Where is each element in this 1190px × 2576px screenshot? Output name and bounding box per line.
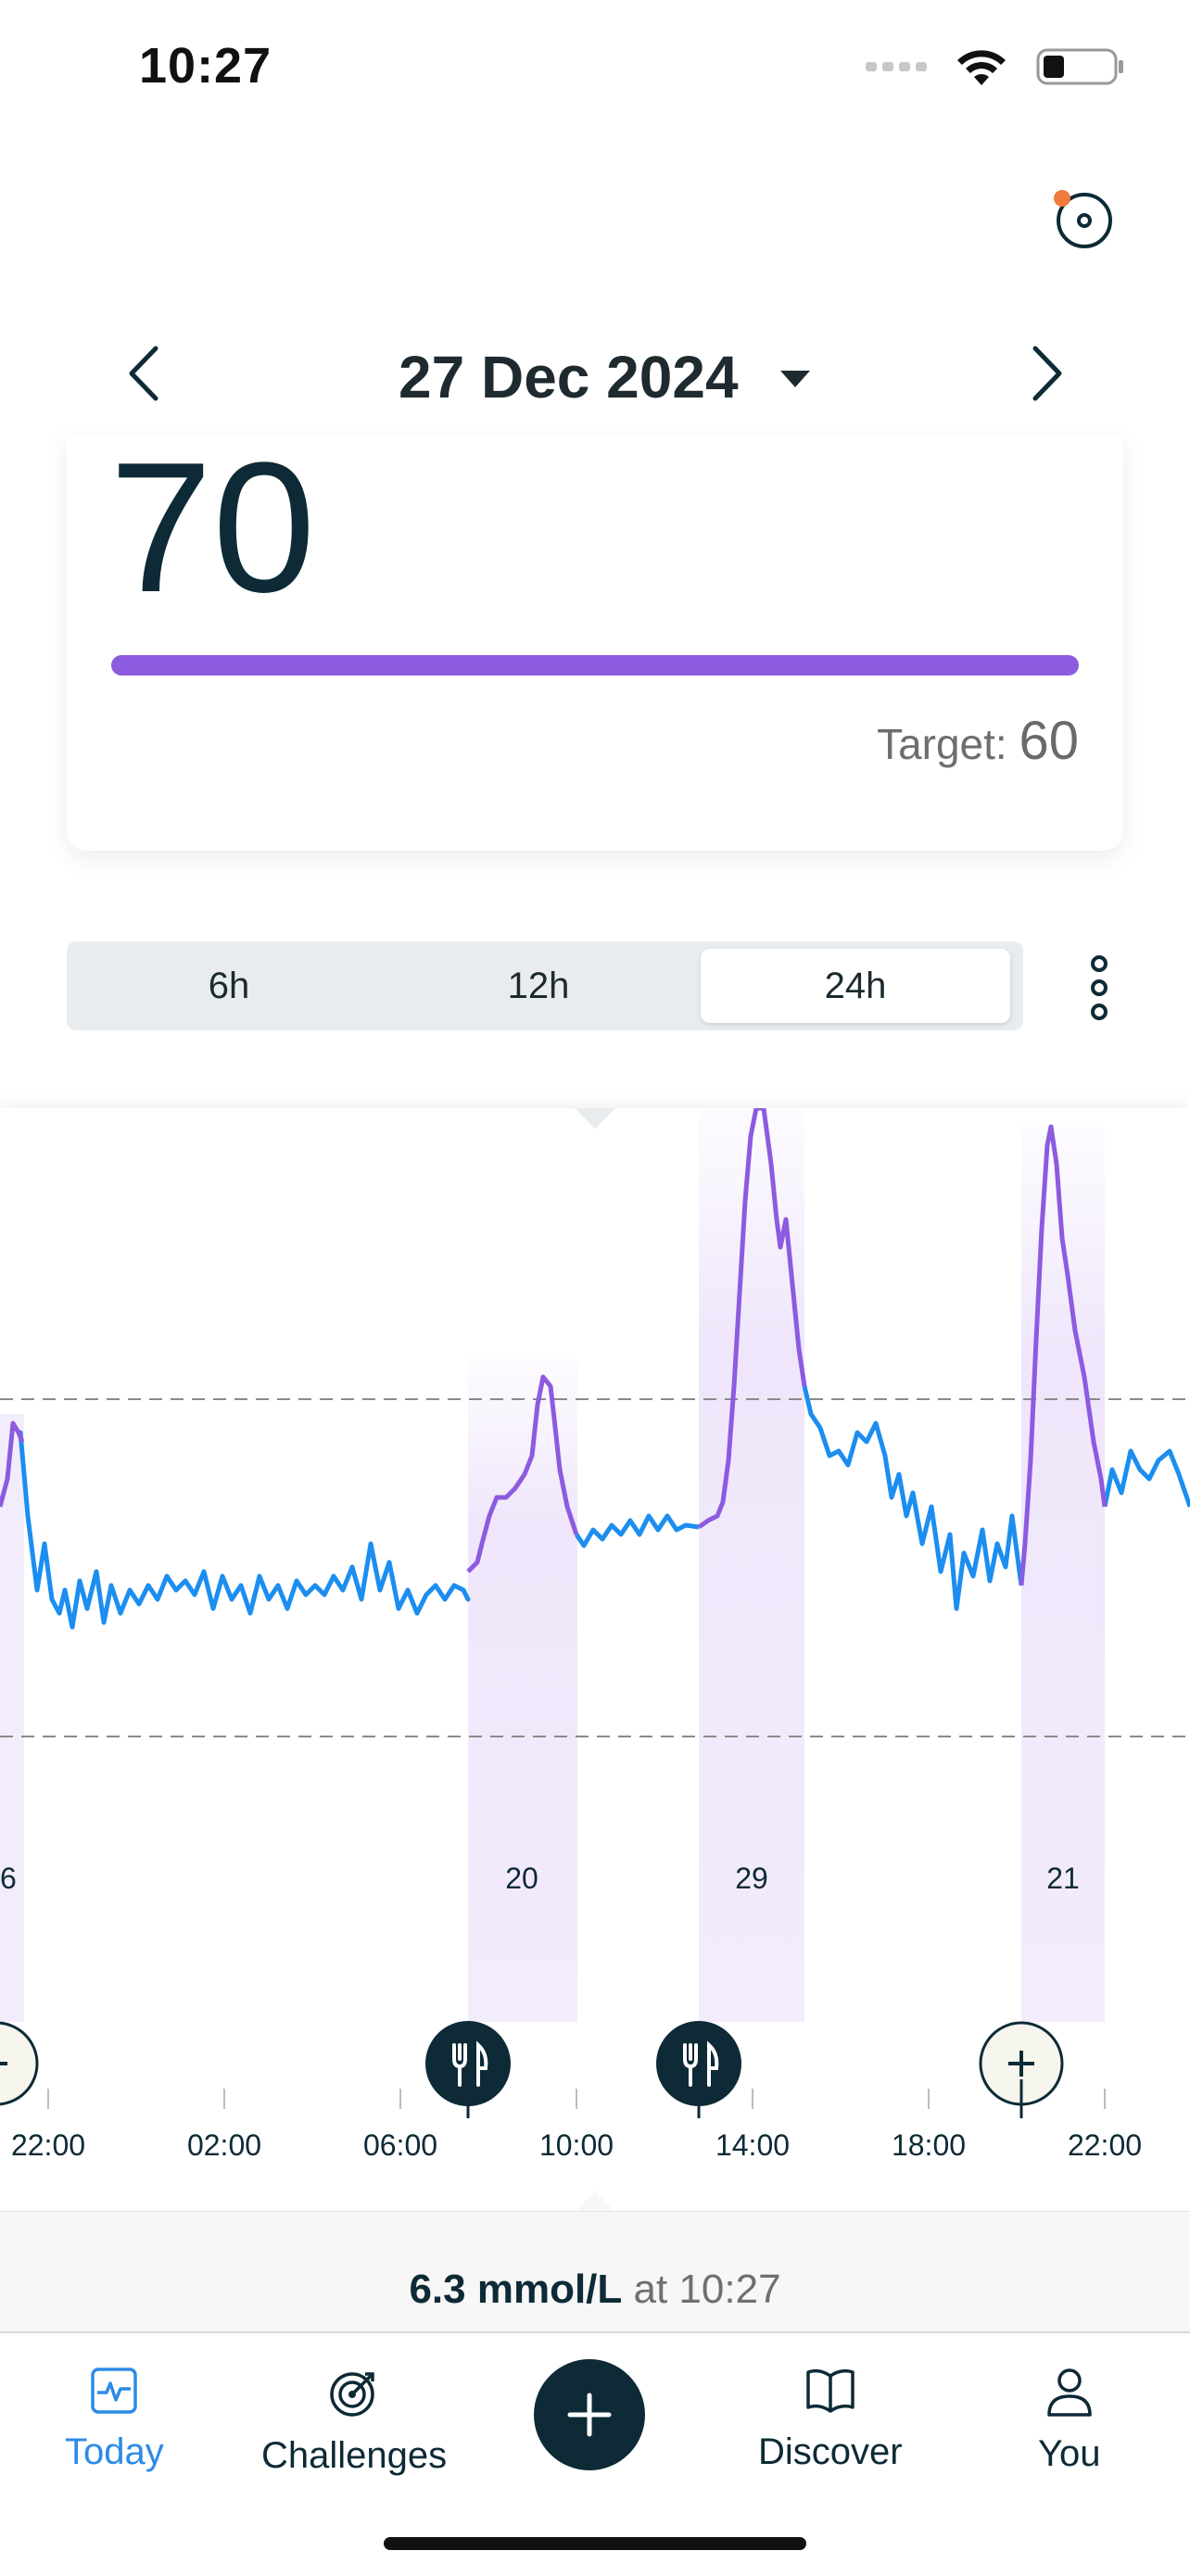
status-time: 10:27 <box>139 38 272 94</box>
meal-marker-button[interactable] <box>656 2021 741 2106</box>
range-12h-button[interactable]: 12h <box>507 965 570 1006</box>
spike-score: 21 <box>1046 1862 1080 1895</box>
time-label: 10:00 <box>539 2128 614 2162</box>
tab-you-label: You <box>1038 2433 1101 2474</box>
time-label: 22:00 <box>1068 2128 1142 2162</box>
tab-today-label: Today <box>65 2431 164 2472</box>
target-label: Target: <box>877 720 1007 768</box>
spike-band <box>0 1414 24 2022</box>
reading-value: 6.3 mmol/L <box>409 2267 623 2312</box>
wifi-icon <box>957 50 1006 85</box>
chevron-left-icon[interactable] <box>120 341 167 406</box>
range-selector: 6h 12h 24h <box>67 941 1023 1030</box>
spike-line <box>1019 1124 1108 1586</box>
spike-score: 29 <box>735 1862 768 1895</box>
cellular-signal-icon <box>866 62 927 71</box>
spike-band <box>1021 1127 1105 2022</box>
spike-line <box>466 1374 579 1573</box>
activity-icon <box>91 2368 138 2414</box>
tab-challenges-label: Challenges <box>261 2435 448 2476</box>
time-label: 02:00 <box>187 2128 261 2162</box>
cutlery-icon <box>452 2040 488 2087</box>
range-6h-button[interactable]: 6h <box>208 965 250 1006</box>
target-text: Target: 60 <box>877 710 1079 772</box>
spike-band <box>699 1108 804 2022</box>
plus-icon <box>567 2393 612 2437</box>
time-label: 14:00 <box>715 2128 790 2162</box>
meal-marker-button[interactable] <box>425 2021 511 2106</box>
glucose-line <box>18 1430 471 1630</box>
score-card <box>67 436 1123 851</box>
reading-time: at 10:27 <box>633 2267 781 2312</box>
spike-band <box>468 1358 577 2022</box>
date-label[interactable]: 27 Dec 2024 <box>399 344 739 410</box>
caret-down-icon[interactable] <box>779 369 812 389</box>
chevron-right-icon[interactable] <box>1024 341 1070 406</box>
range-24h-button[interactable]: 24h <box>701 949 1010 1023</box>
time-label: 18:00 <box>892 2128 966 2162</box>
score-progress-bar <box>111 655 1079 676</box>
person-icon <box>1047 2368 1092 2417</box>
tab-discover-label: Discover <box>758 2431 903 2472</box>
target-icon <box>330 2372 374 2417</box>
current-reading: 6.3 mmol/L at 10:27 <box>0 2267 1190 2313</box>
book-icon <box>806 2368 855 2413</box>
reading-panel <box>0 2211 1190 2332</box>
time-label: 06:00 <box>363 2128 437 2162</box>
score-value: 70 <box>109 424 316 631</box>
tab-challenges[interactable]: Challenges <box>261 2367 447 2477</box>
tab-today[interactable]: Today <box>65 2367 164 2473</box>
spike-score: 6 <box>0 1862 17 1895</box>
battery-icon <box>1036 48 1123 85</box>
add-marker-button[interactable] <box>0 2021 39 2106</box>
spike-line <box>0 1421 25 1508</box>
glucose-chart[interactable]: 6 20 29 21 <box>0 1108 1190 2211</box>
target-value: 60 <box>1019 711 1079 771</box>
spike-score: 20 <box>505 1862 538 1895</box>
status-icons <box>866 46 1125 87</box>
tab-you[interactable]: You <box>1038 2367 1101 2475</box>
glucose-chart-panel <box>0 1108 1190 2211</box>
add-button[interactable] <box>534 2359 645 2470</box>
tab-discover[interactable]: Discover <box>758 2367 903 2473</box>
spike-line <box>697 1108 807 1530</box>
sensor-icon[interactable] <box>1047 185 1117 255</box>
time-label: 22:00 <box>11 2128 85 2162</box>
home-indicator <box>384 2537 806 2550</box>
more-options-icon[interactable] <box>1082 951 1116 1025</box>
